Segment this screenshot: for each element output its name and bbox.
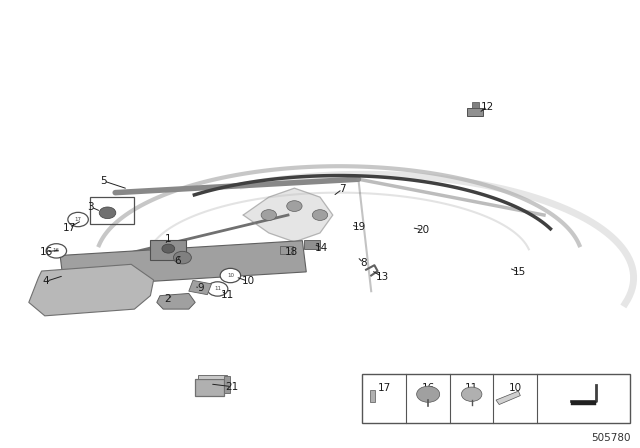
Circle shape [417,386,440,402]
Bar [304,240,320,249]
Bar [467,108,483,116]
Text: 5: 5 [100,176,107,186]
Circle shape [99,207,116,219]
Text: 16: 16 [53,248,60,254]
Text: 7: 7 [339,184,346,194]
Text: 16: 16 [40,247,52,257]
Circle shape [461,387,482,401]
Text: 10: 10 [227,273,234,278]
Text: 10: 10 [509,383,522,393]
Text: 11: 11 [465,383,478,393]
Bar [571,401,596,405]
Circle shape [173,251,191,264]
Bar [189,280,211,295]
Bar [224,376,230,393]
Text: 17: 17 [378,383,390,393]
Text: 505780: 505780 [591,433,630,443]
Circle shape [207,282,228,296]
Text: 1: 1 [164,234,171,244]
Text: 21: 21 [225,382,238,392]
Circle shape [46,244,67,258]
Text: 3: 3 [88,202,94,212]
Text: 12: 12 [481,102,494,112]
Text: 17: 17 [63,223,76,233]
Bar [90,197,134,224]
Bar [198,375,227,379]
Bar [472,102,479,108]
Polygon shape [243,188,333,242]
Text: 10: 10 [242,276,255,286]
Text: 19: 19 [353,222,366,232]
Polygon shape [29,264,154,316]
Text: 11: 11 [214,286,221,292]
Bar [60,241,307,287]
Text: 16: 16 [422,383,435,393]
Text: 17: 17 [75,217,81,222]
Polygon shape [496,391,520,405]
Text: 2: 2 [164,294,171,304]
Text: 14: 14 [316,243,328,253]
Circle shape [312,210,328,220]
Circle shape [287,201,302,211]
Polygon shape [157,293,195,309]
Circle shape [220,268,241,283]
Bar [280,246,293,254]
Circle shape [261,210,276,220]
Circle shape [162,244,175,253]
Bar [150,240,186,260]
Bar [362,374,630,423]
Bar [370,390,375,402]
Text: 4: 4 [43,276,49,286]
Text: 15: 15 [513,267,526,277]
Circle shape [68,212,88,227]
Text: 11: 11 [221,290,234,300]
Text: 6: 6 [175,256,181,266]
Text: 9: 9 [197,283,204,293]
Bar [195,379,224,396]
Text: 8: 8 [360,258,367,268]
Text: 18: 18 [285,247,298,257]
Text: 13: 13 [376,272,388,282]
Text: 20: 20 [416,225,429,235]
